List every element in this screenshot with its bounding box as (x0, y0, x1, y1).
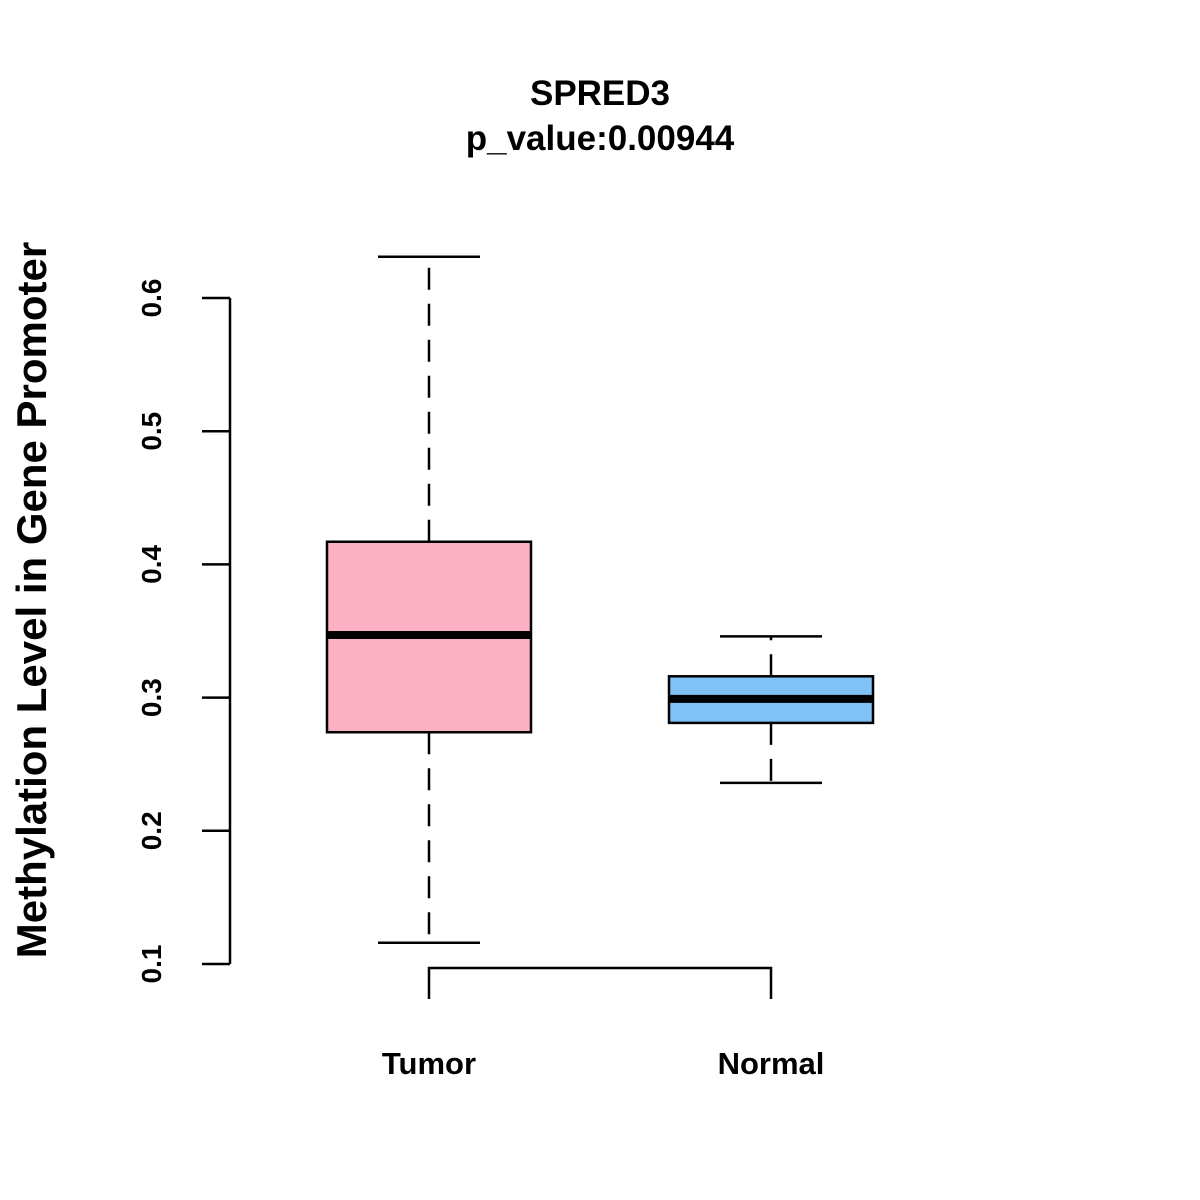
boxes-layer (325, 255, 875, 944)
y-tick-label-0: 0.1 (136, 945, 167, 984)
chart-subtitle: p_value:0.00944 (466, 119, 735, 158)
bracket-line (427, 966, 773, 999)
box-tumor (325, 255, 533, 944)
y-tick-label-2: 0.3 (136, 678, 167, 717)
chart-title: SPRED3 (530, 74, 670, 113)
y-tick-label-1: 0.2 (136, 811, 167, 850)
y-axis: 0.1 0.2 0.3 0.4 0.5 0.6 (136, 279, 232, 984)
y-axis-label: Methylation Level in Gene Promoter (8, 242, 55, 958)
significance-bracket (427, 966, 773, 999)
category-labels: Tumor Normal (382, 1046, 824, 1081)
category-label-tumor: Tumor (382, 1046, 476, 1081)
box-normal (667, 635, 875, 785)
y-tick-label-3: 0.4 (136, 545, 167, 584)
category-label-normal: Normal (718, 1046, 825, 1081)
y-tick-label-4: 0.5 (136, 412, 167, 451)
y-tick-label-5: 0.6 (136, 279, 167, 318)
